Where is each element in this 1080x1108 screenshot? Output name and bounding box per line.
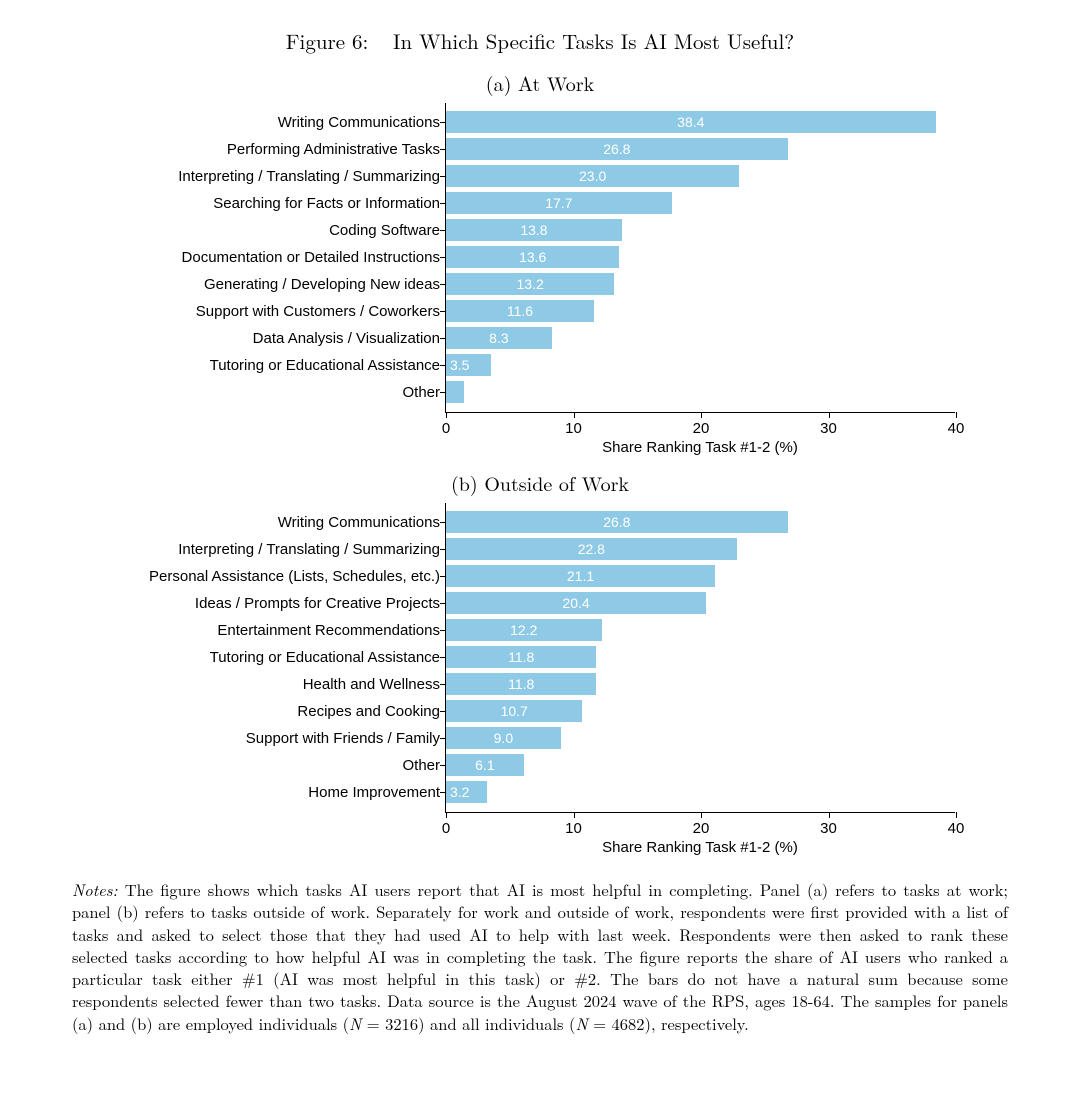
- panel-b-bar-row: Health and Wellness11.8: [446, 673, 955, 695]
- panel-a-bar-label: Data Analysis / Visualization: [253, 330, 446, 347]
- panel-b-bar-label: Support with Friends / Family: [246, 730, 446, 747]
- panel-b-bar-label: Tutoring or Educational Assistance: [210, 649, 446, 666]
- panel-b-bar-label: Home Improvement: [308, 784, 446, 801]
- panel-a-x-tick-label: 20: [693, 412, 710, 437]
- panel-a-x-axis-label: Share Ranking Task #1-2 (%): [445, 439, 955, 456]
- panel-a-bar-label: Performing Administrative Tasks: [227, 141, 446, 158]
- panel-a-bar-label: Coding Software: [329, 222, 446, 239]
- panel-b-bar-row: Recipes and Cooking10.7: [446, 700, 955, 722]
- panel-b-chart: Writing Communications26.8Interpreting /…: [125, 503, 955, 856]
- panel-a-bar-value: 8.3: [489, 330, 508, 346]
- figure-title: Figure 6: In Which Specific Tasks Is AI …: [72, 26, 1008, 56]
- panel-b-x-tick-label: 40: [948, 812, 965, 837]
- panel-a-bar-label: Documentation or Detailed Instructions: [182, 249, 446, 266]
- panel-a-bar-value: 17.7: [545, 195, 572, 211]
- panel-a-chart: Writing Communications38.4Performing Adm…: [125, 103, 955, 456]
- panel-b-plot-area: Writing Communications26.8 Interpreting /…: [445, 503, 955, 813]
- panel-b-bar-label: Personal Assistance (Lists, Schedules, e…: [149, 568, 446, 585]
- panel-a-bar-value: 3.5: [450, 357, 469, 373]
- panel-a-bar-label: Interpreting / Translating / Summarizing: [178, 168, 446, 185]
- panel-b-bar-value: 9.0: [494, 730, 513, 746]
- panel-b-bar-label: Recipes and Cooking: [297, 703, 446, 720]
- panel-a-bar-value: 13.6: [519, 249, 546, 265]
- panel-a-bar-row: Interpreting / Translating / Summarizing…: [446, 165, 955, 187]
- figure-notes: Notes: The figure shows which tasks AI u…: [72, 878, 1008, 1034]
- panel-a-bar-label: Support with Customers / Coworkers: [196, 303, 446, 320]
- panel-a-bar-value: 23.0: [579, 168, 606, 184]
- panel-b-x-tick-label: 10: [565, 812, 582, 837]
- panel-a-bar-label: Searching for Facts or Information: [213, 195, 446, 212]
- panel-a-bar-label: Other: [402, 384, 446, 401]
- notes-n-b-eq: = 4682), respectively.: [588, 1011, 749, 1035]
- panel-b-bar-row: Ideas / Prompts for Creative Projects20.…: [446, 592, 955, 614]
- panel-b-x-tick-label: 30: [820, 812, 837, 837]
- panel-a-subtitle: (a) At Work: [72, 68, 1008, 97]
- panel-a-bar: [446, 381, 464, 403]
- panel-b-bar-row: Support with Friends / Family9.0: [446, 727, 955, 749]
- panel-a-bar-label: Tutoring or Educational Assistance: [210, 357, 446, 374]
- panel-b-subtitle: (b) Outside of Work: [72, 468, 1008, 497]
- panel-a-bar-label: Generating / Developing New ideas: [204, 276, 446, 293]
- notes-n-b: N: [575, 1011, 587, 1035]
- panel-a-bar-row: Writing Communications38.4: [446, 111, 955, 133]
- panel-b-bar-row: Interpreting / Translating / Summarizing…: [446, 538, 955, 560]
- panel-b-bar-value: 12.2: [510, 622, 537, 638]
- panel-b-bar-value: 22.8: [578, 541, 605, 557]
- panel-a-x-tick-label: 40: [948, 412, 965, 437]
- panel-a-bar-label: Writing Communications: [278, 114, 446, 131]
- panel-b-bar-row: Entertainment Recommendations12.2: [446, 619, 955, 641]
- panel-b-bar-row: Other6.1: [446, 754, 955, 776]
- panel-b-bar-label: Other: [402, 757, 446, 774]
- panel-a-bar-value: 26.8: [603, 141, 630, 157]
- panel-b-bar-label: Interpreting / Translating / Summarizing: [178, 541, 446, 558]
- panel-b-bar-value: 21.1: [567, 568, 594, 584]
- panel-a-x-tick-label: 10: [565, 412, 582, 437]
- panel-a-bar-value: 13.8: [520, 222, 547, 238]
- panel-b-bar-label: Ideas / Prompts for Creative Projects: [195, 595, 446, 612]
- panel-b-bar-value: 11.8: [508, 649, 534, 665]
- panel-b-bar-value: 11.8: [508, 676, 534, 692]
- panel-b-bar-label: Writing Communications: [278, 514, 446, 531]
- panel-b-bar-value: 20.4: [562, 595, 589, 611]
- figure-page: Figure 6: In Which Specific Tasks Is AI …: [0, 0, 1080, 1074]
- panel-b-bar-label: Entertainment Recommendations: [217, 622, 446, 639]
- panel-a-bar-row: Tutoring or Educational Assistance3.5: [446, 354, 955, 376]
- panel-a-bar-row: Coding Software13.8: [446, 219, 955, 241]
- panel-b-x-axis-label: Share Ranking Task #1-2 (%): [445, 839, 955, 856]
- notes-n-a: N: [349, 1011, 361, 1035]
- panel-b-bar-row: Tutoring or Educational Assistance11.8: [446, 646, 955, 668]
- panel-b-bar-row: Personal Assistance (Lists, Schedules, e…: [446, 565, 955, 587]
- panel-b-bar-label: Health and Wellness: [303, 676, 446, 693]
- panel-a-bar-value: 13.2: [517, 276, 544, 292]
- panel-b-bar-value: 6.1: [475, 757, 494, 773]
- notes-n-a-eq: = 3216) and all individuals (: [361, 1011, 575, 1035]
- panel-a-bar-row: Data Analysis / Visualization8.3: [446, 327, 955, 349]
- panel-a-bar-row: Generating / Developing New ideas13.2: [446, 273, 955, 295]
- panel-a-bar-row: Documentation or Detailed Instructions13…: [446, 246, 955, 268]
- panel-a-x-tick-label: 0: [442, 412, 450, 437]
- panel-b-bar-value: 26.8: [603, 514, 630, 530]
- figure-title-text: In Which Specific Tasks Is AI Most Usefu…: [393, 26, 794, 56]
- panel-a-bar-row: Performing Administrative Tasks26.8: [446, 138, 955, 160]
- panel-a-bar-value: 11.6: [507, 303, 533, 319]
- panel-b-bar-value: 3.2: [450, 784, 469, 800]
- panel-b-bar-row: Home Improvement3.2: [446, 781, 955, 803]
- panel-b-bar-row: Writing Communications26.8: [446, 511, 955, 533]
- panel-a-bar-row: Support with Customers / Coworkers11.6: [446, 300, 955, 322]
- notes-lead: Notes:: [72, 877, 118, 901]
- panel-b-x-tick-label: 20: [693, 812, 710, 837]
- panel-a-plot-area: Writing Communications38.4 Performing Adm…: [445, 103, 955, 413]
- panel-b-bar-value: 10.7: [501, 703, 528, 719]
- panel-a-bar-row: Searching for Facts or Information17.7: [446, 192, 955, 214]
- figure-number: Figure 6:: [286, 26, 369, 56]
- panel-b-x-tick-label: 0: [442, 812, 450, 837]
- panel-a-bar-value: 38.4: [677, 114, 704, 130]
- panel-a-x-tick-label: 30: [820, 412, 837, 437]
- panel-a-bar-row: Other: [446, 381, 955, 403]
